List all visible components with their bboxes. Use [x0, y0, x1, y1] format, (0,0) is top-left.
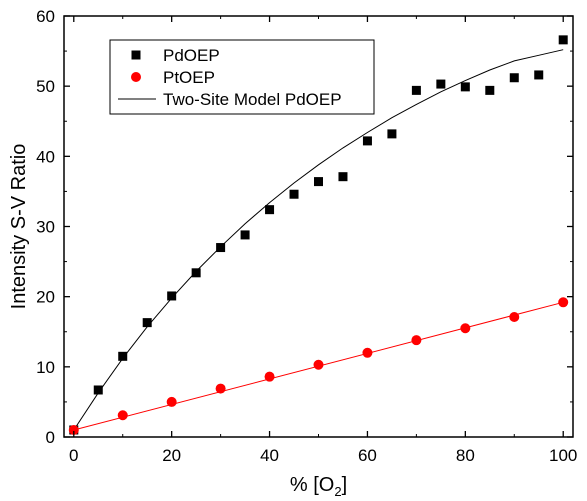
pdoep-point — [362, 136, 372, 146]
axis-tick-labels: 0 20 40 60 80 100 0 10 20 30 40 50 60 — [36, 7, 577, 465]
ptoep-point — [509, 312, 520, 323]
pdoep-point — [485, 85, 495, 95]
pdoep-point — [167, 291, 177, 301]
x-tick-label: 40 — [260, 446, 279, 465]
x-axis-title-close: ] — [342, 474, 348, 496]
x-tick-label: 60 — [358, 446, 377, 465]
pdoep-point — [558, 35, 568, 45]
ptoep-point — [362, 347, 373, 358]
ptoep-point — [264, 371, 275, 382]
x-tick-label: 0 — [69, 446, 78, 465]
x-axis-title-sub: 2 — [334, 484, 341, 499]
ptoep-point — [166, 396, 177, 407]
pdoep-point — [93, 385, 103, 395]
ptoep-point — [411, 335, 422, 346]
ptoep-point — [117, 410, 128, 421]
legend-square-marker — [131, 50, 141, 60]
pdoep-point — [338, 172, 348, 182]
legend-item-ptoep: PtOEP — [131, 68, 215, 87]
x-axis-title-main: % [O — [290, 474, 334, 496]
legend-circle-marker — [131, 72, 141, 82]
legend-label-pdoep: PdOEP — [163, 46, 220, 65]
y-tick-label: 50 — [36, 77, 55, 96]
legend-label-model: Two-Site Model PdOEP — [163, 90, 342, 109]
axis-ticks — [64, 15, 573, 438]
pdoep-point — [216, 243, 226, 253]
legend-item-model: Two-Site Model PdOEP — [118, 90, 342, 109]
y-tick-label: 40 — [36, 147, 55, 166]
ptoep-point — [460, 323, 471, 334]
y-tick-label: 10 — [36, 358, 55, 377]
ptoep-point — [215, 383, 226, 394]
pdoep-point — [460, 82, 470, 92]
pdoep-point — [387, 129, 397, 139]
legend-label-ptoep: PtOEP — [163, 68, 215, 87]
y-tick-label: 60 — [36, 7, 55, 26]
pdoep-point — [265, 205, 275, 215]
pdoep-point — [509, 73, 519, 83]
pdoep-point — [411, 85, 421, 95]
x-axis-title: % [O2] — [290, 474, 347, 499]
y-tick-label: 20 — [36, 288, 55, 307]
pdoep-point — [142, 318, 152, 328]
x-tick-label: 100 — [549, 446, 577, 465]
fit-line-0 — [73, 49, 564, 431]
data-markers — [68, 35, 569, 435]
pdoep-point — [314, 177, 323, 187]
pdoep-point — [240, 230, 250, 240]
x-tick-label: 80 — [456, 446, 475, 465]
legend: PdOEP PtOEP Two-Site Model PdOEP — [109, 39, 375, 115]
pdoep-point — [534, 70, 544, 80]
pdoep-point — [118, 351, 128, 361]
pdoep-point — [191, 268, 201, 278]
plot-area — [68, 35, 569, 435]
pdoep-point — [436, 79, 446, 89]
y-tick-label: 0 — [46, 428, 55, 447]
x-tick-label: 20 — [162, 446, 181, 465]
legend-box — [109, 39, 375, 115]
y-axis-title: Intensity S-V Ratio — [8, 144, 30, 310]
legend-item-pdoep: PdOEP — [131, 46, 220, 65]
y-tick-label: 30 — [36, 218, 55, 237]
ptoep-point — [558, 297, 569, 308]
ptoep-point — [68, 424, 79, 435]
pdoep-point — [289, 189, 299, 199]
ptoep-point — [313, 359, 324, 370]
